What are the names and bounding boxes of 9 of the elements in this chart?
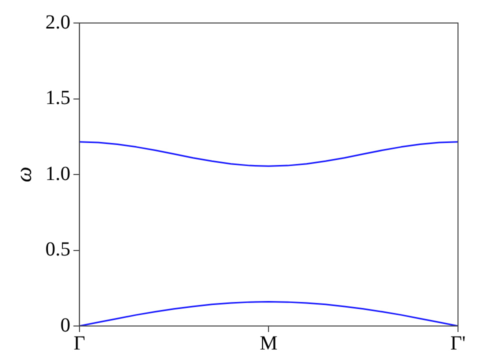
x-tick-label: Γ [74,332,86,354]
y-tick-label: 2.0 [45,11,70,34]
x-tick-label: Γ' [450,332,466,354]
y-tick-label: 1.0 [45,162,70,185]
y-tick-label: 0.5 [45,238,70,260]
x-tick-label: M [260,332,278,354]
y-tick-label: 1.5 [45,87,70,109]
y-axis-title: ω [10,166,36,182]
y-tick-label: 0 [60,314,70,336]
